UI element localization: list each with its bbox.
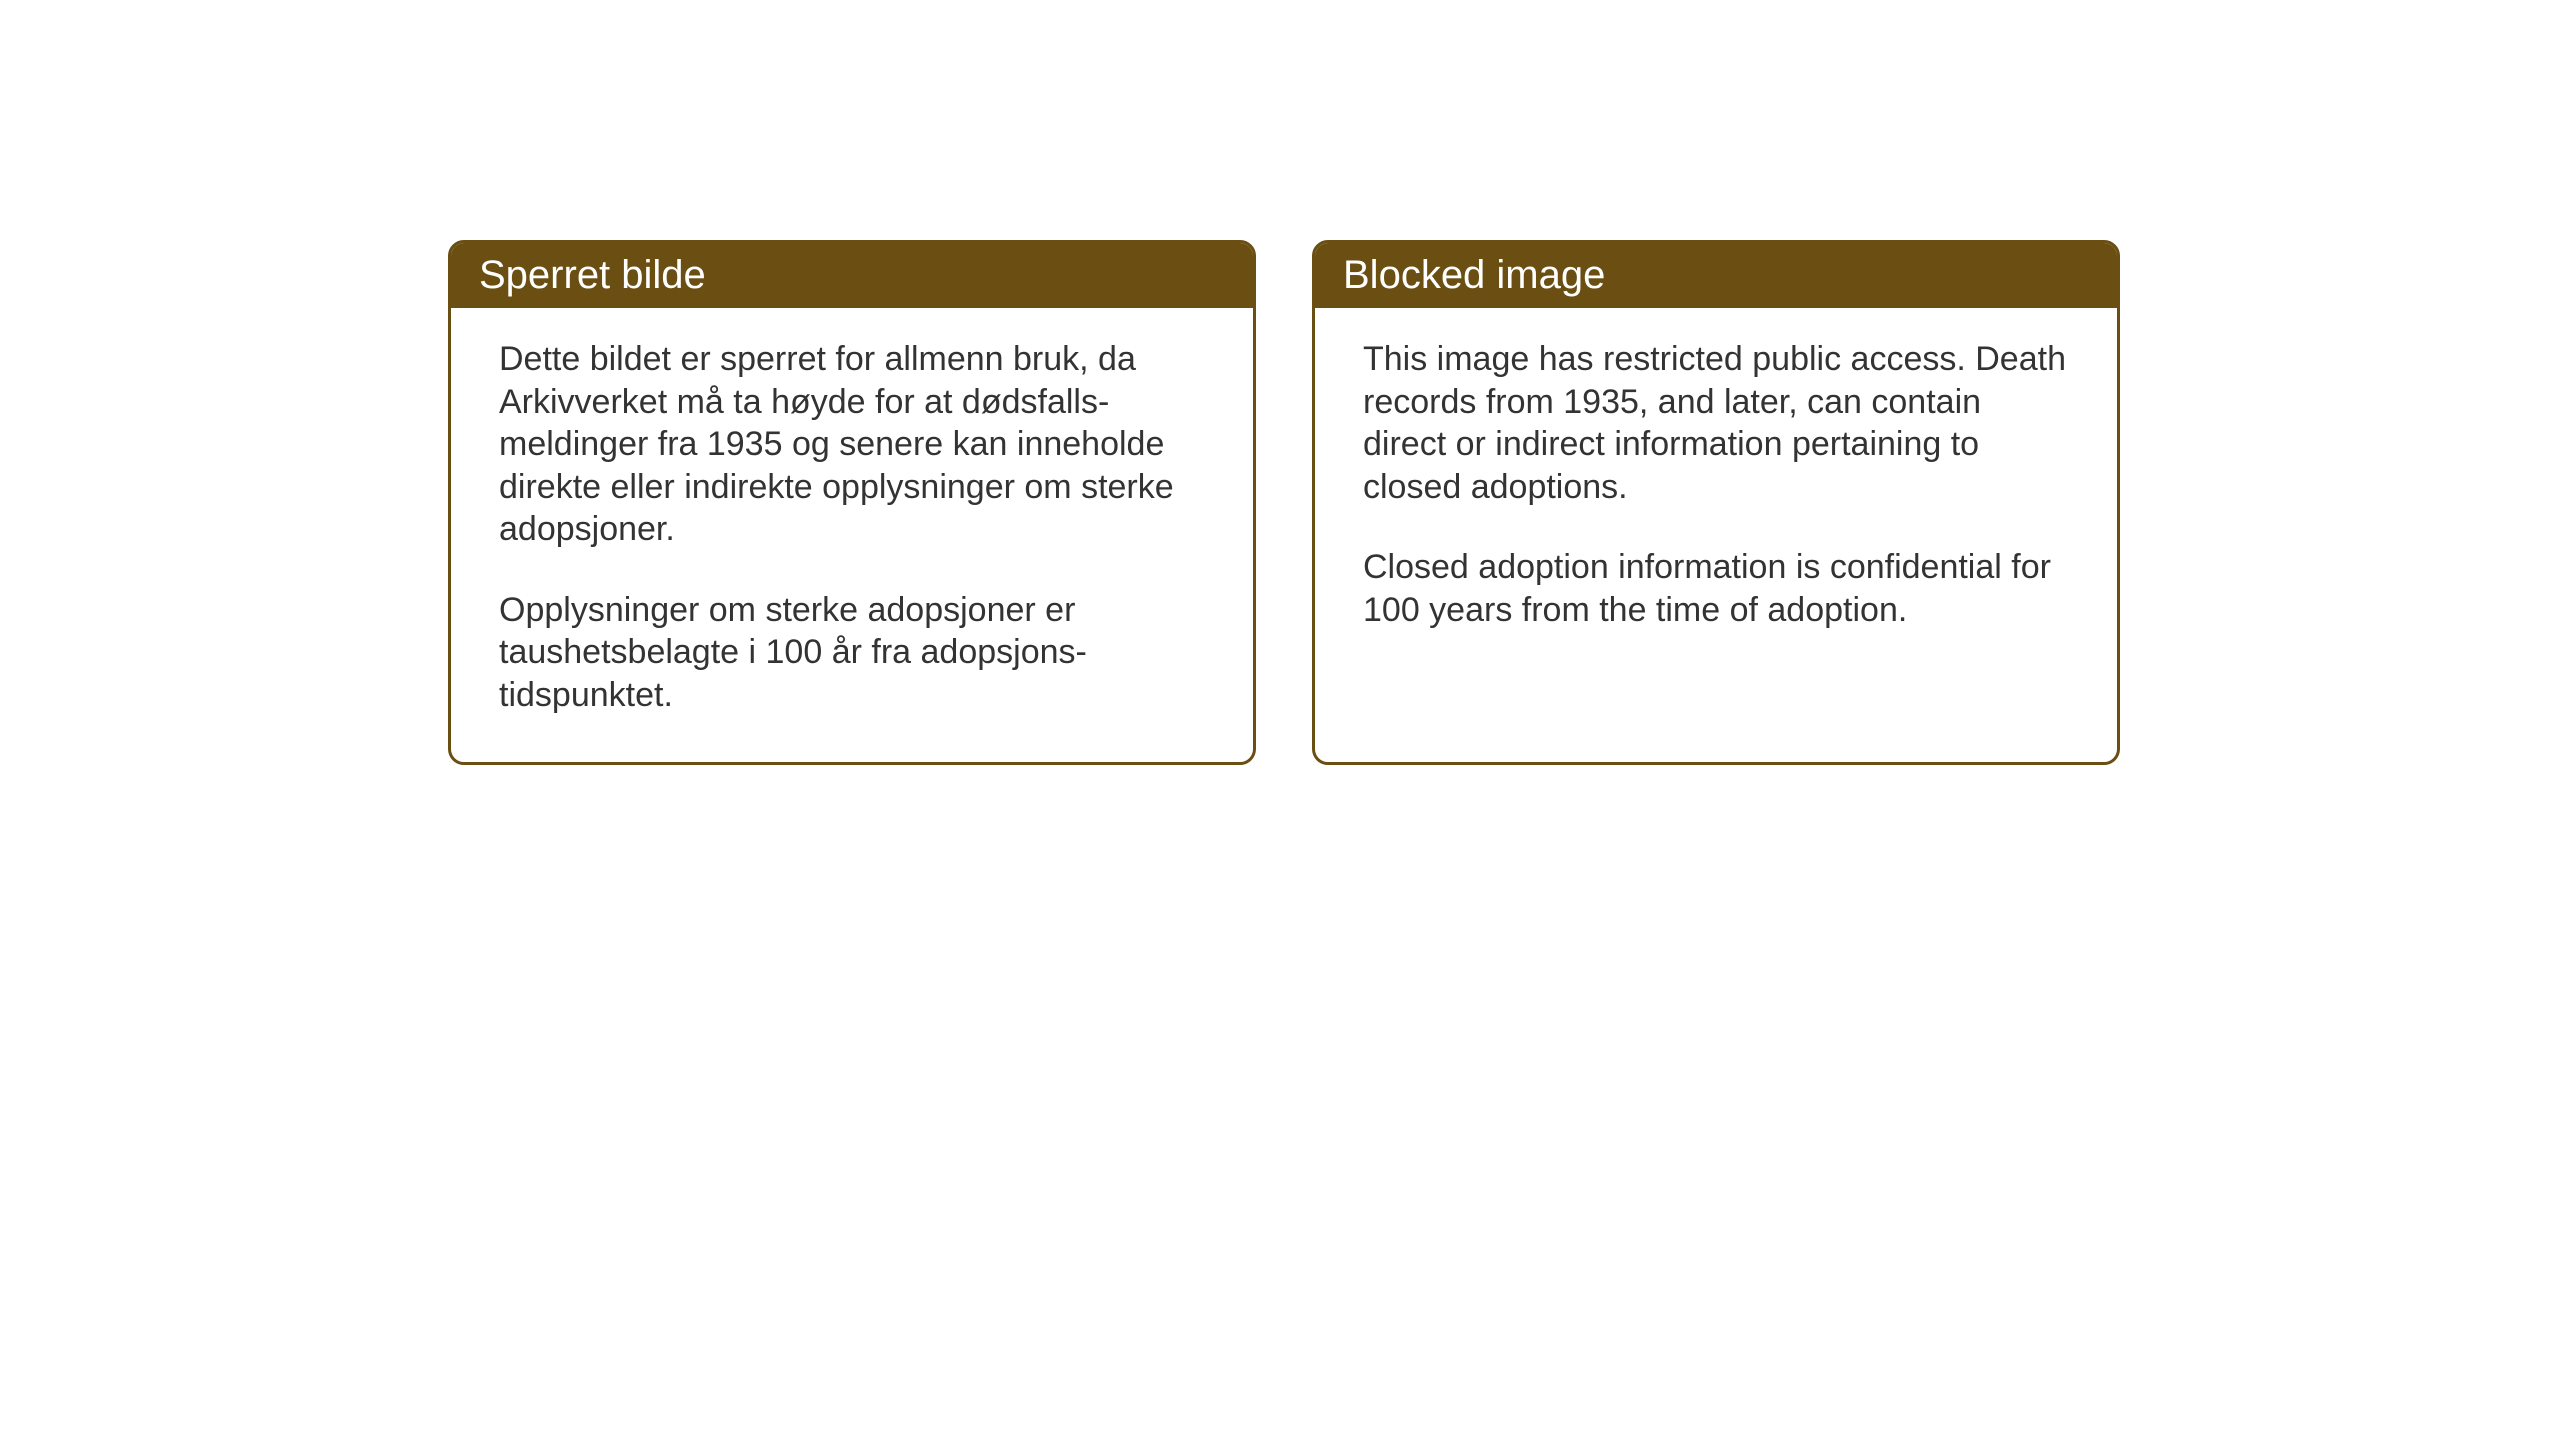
notice-card-norwegian: Sperret bilde Dette bildet er sperret fo… bbox=[448, 240, 1256, 765]
paragraph-english-1: This image has restricted public access.… bbox=[1363, 338, 2069, 508]
paragraph-norwegian-2: Opplysninger om sterke adopsjoner er tau… bbox=[499, 589, 1205, 717]
card-body-english: This image has restricted public access.… bbox=[1315, 308, 2117, 751]
card-body-norwegian: Dette bildet er sperret for allmenn bruk… bbox=[451, 308, 1253, 762]
paragraph-norwegian-1: Dette bildet er sperret for allmenn bruk… bbox=[499, 338, 1205, 551]
paragraph-english-2: Closed adoption information is confident… bbox=[1363, 546, 2069, 631]
notice-card-english: Blocked image This image has restricted … bbox=[1312, 240, 2120, 765]
card-header-english: Blocked image bbox=[1315, 243, 2117, 308]
card-header-norwegian: Sperret bilde bbox=[451, 243, 1253, 308]
notice-container: Sperret bilde Dette bildet er sperret fo… bbox=[448, 240, 2120, 765]
